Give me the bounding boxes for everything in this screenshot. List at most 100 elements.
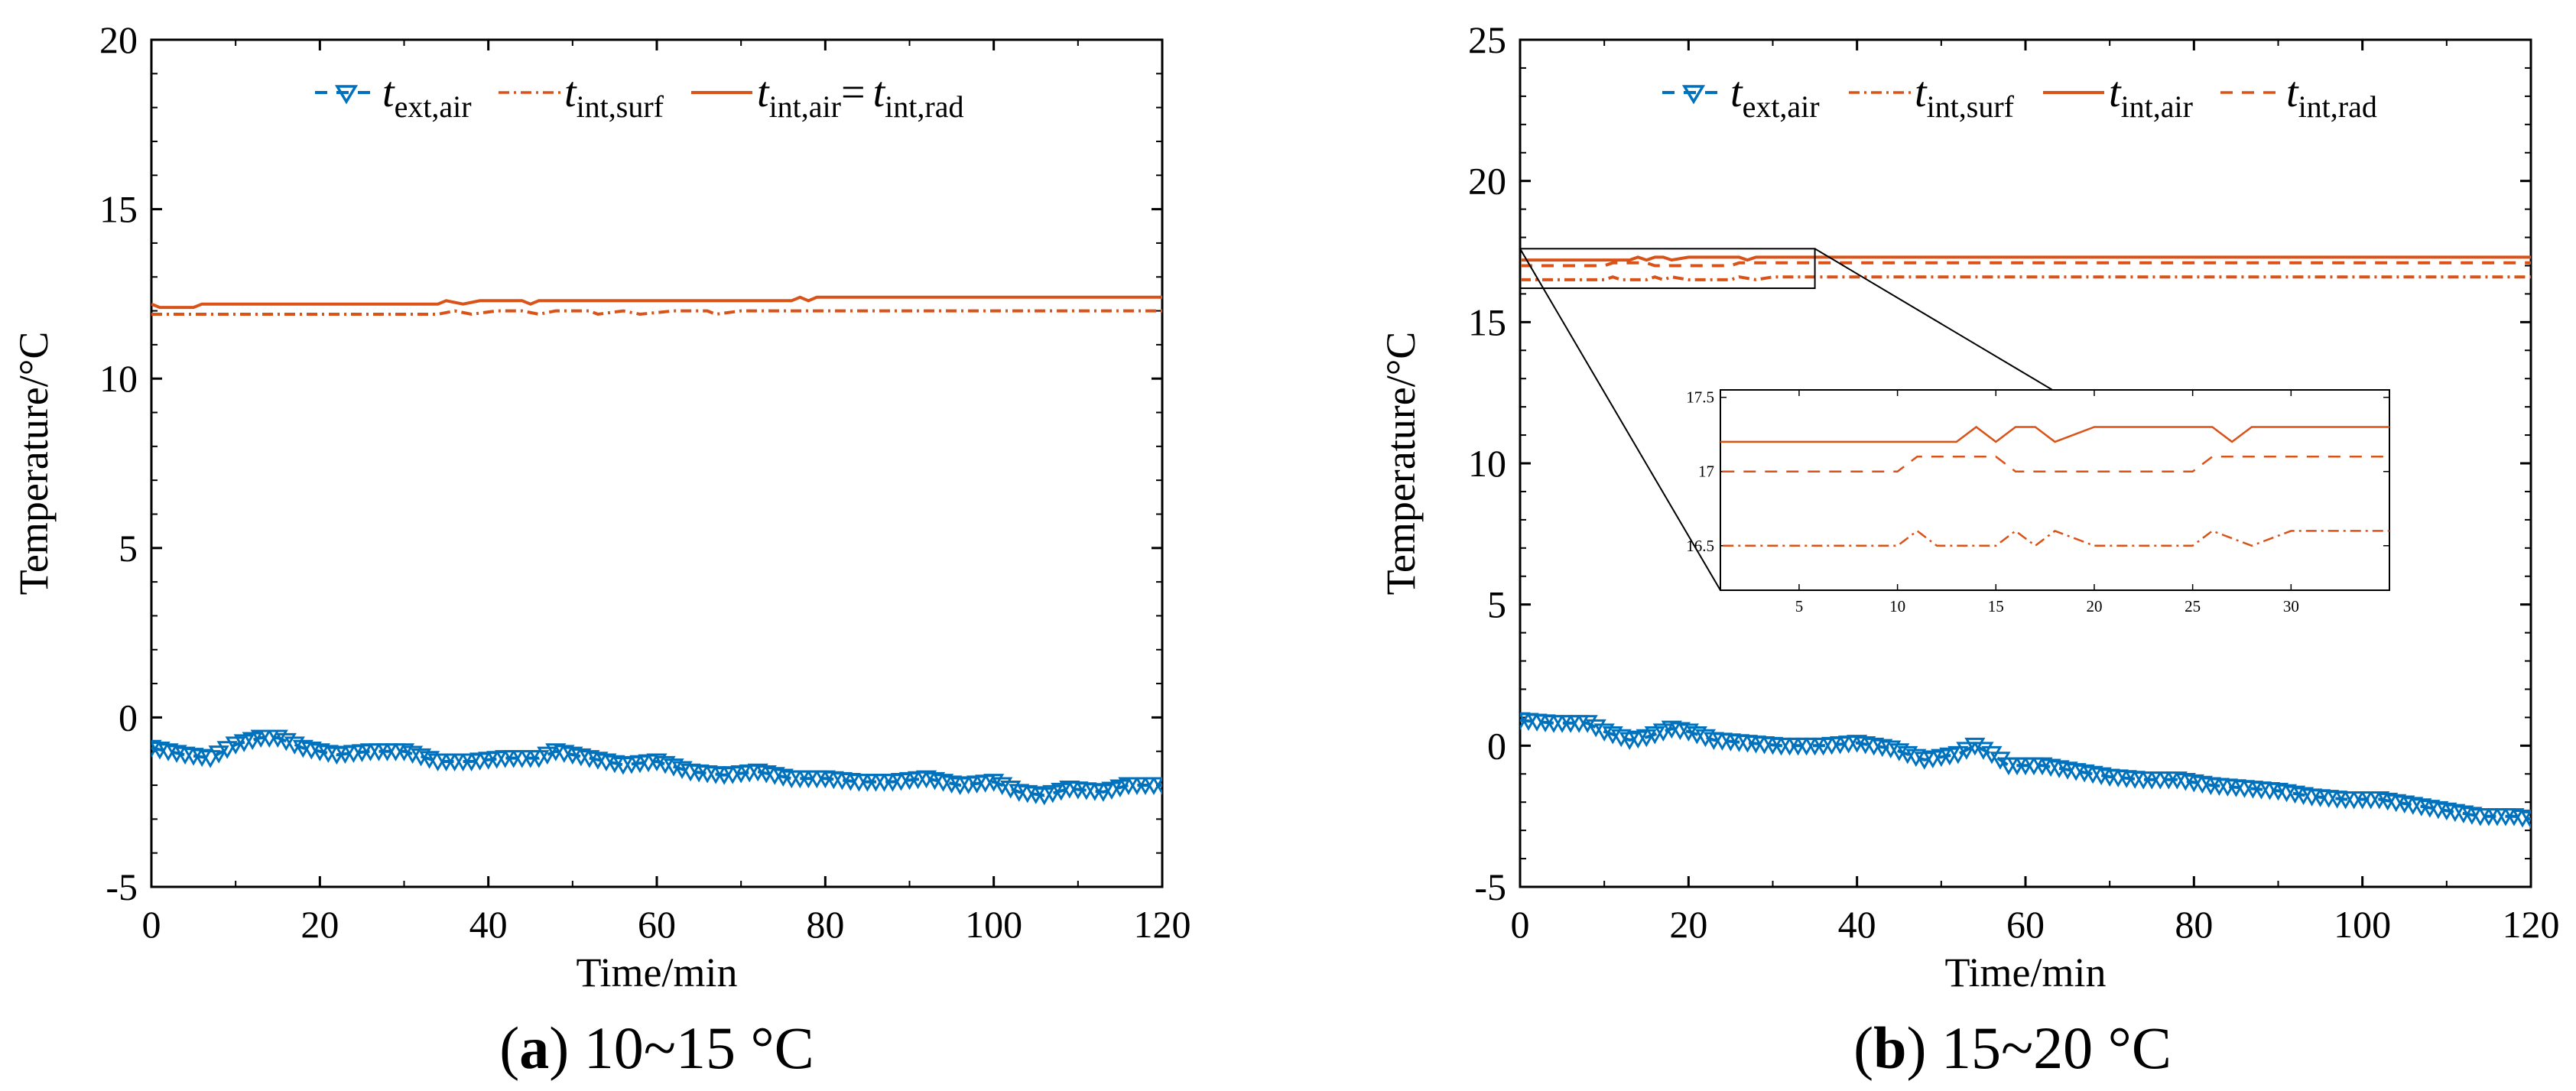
x-tick-label-b: 120 <box>2503 903 2560 946</box>
marker-a-t-ext-air <box>983 774 1005 792</box>
y-tick-label-a: 10 <box>99 357 138 400</box>
x-tick-label-a: 0 <box>142 903 161 946</box>
x-tick-label-b: 100 <box>2334 903 2391 946</box>
legend-a-int-surf-base: t <box>564 69 577 116</box>
series-line-a-t-ext-air <box>151 736 1162 797</box>
legend-b-int-rad-base: t <box>2286 69 2299 116</box>
series-line-b-t-int-air <box>1520 255 2531 262</box>
inset-y-tick-label: 17.5 <box>1686 388 1714 407</box>
legend-b-int-rad-sub: int,rad <box>2298 89 2377 124</box>
caption-a-text: 10~15 °C <box>569 1015 814 1081</box>
inset-series <box>1720 425 2389 547</box>
inset-x-tick-label: 20 <box>2086 597 2102 615</box>
legend-a: text,air tint,surf tint,air= tint,rad <box>315 69 963 124</box>
legend-b-int-air-base: t <box>2109 69 2122 116</box>
legend-a-ext-air-sub: ext,air <box>395 89 472 124</box>
y-tick-label-a: 15 <box>99 188 138 231</box>
marker-b-t-ext-air <box>1686 726 1707 745</box>
marker-b-t-ext-air <box>1990 752 2011 770</box>
marker-a-t-ext-air <box>418 751 440 769</box>
marker-b-t-ext-air <box>1981 745 2003 765</box>
legend-a-int-rad-base: t <box>873 69 886 116</box>
svg-text:tint,air=tint,rad: tint,air= tint,rad <box>757 69 963 124</box>
y-tick-label-a: 20 <box>99 18 138 61</box>
marker-a-t-ext-air <box>646 753 668 772</box>
inset-x-tick-label: 10 <box>1889 597 1905 615</box>
caption-b-letter: b <box>1873 1015 1906 1081</box>
legend-b-ext-air-base: t <box>1730 69 1743 116</box>
marker-b-t-ext-air <box>1602 726 1623 745</box>
marker-a-t-ext-air <box>200 750 221 768</box>
x-tick-label-b: 20 <box>1669 903 1707 946</box>
marker-a-t-ext-air <box>401 745 424 765</box>
x-tick-label-a: 60 <box>638 903 676 946</box>
x-tick-label-b: 40 <box>1838 903 1876 946</box>
marker-a-t-ext-air <box>393 743 415 761</box>
x-tick-label-a: 120 <box>1134 903 1191 946</box>
legend-a-int-air-base: t <box>757 69 770 116</box>
legend-a-int-surf-sub: int,surf <box>577 89 664 124</box>
caption-a-open: ( <box>499 1015 519 1081</box>
x-tick-label-b: 60 <box>2006 903 2045 946</box>
series-a <box>151 295 1162 806</box>
marker-a-t-ext-air <box>655 755 676 774</box>
marker-a-t-ext-air <box>671 761 693 779</box>
marker-a-t-ext-air <box>410 748 432 767</box>
legend-a-int-rad-sub: int,rad <box>885 89 963 124</box>
marker-b-t-ext-air <box>1694 729 1716 748</box>
y-tick-label-a: 5 <box>119 527 138 570</box>
y-tick-label-b: 10 <box>1468 442 1506 485</box>
marker-b-t-ext-air <box>1956 742 1977 760</box>
marker-b-t-ext-air <box>1610 729 1632 748</box>
marker-a-t-ext-air <box>1000 780 1022 799</box>
legend-b-int-rad: tint,rad <box>2220 69 2377 124</box>
legend-b-int-surf-base: t <box>1915 69 1928 116</box>
y-tick-label-b: 20 <box>1468 160 1506 203</box>
legend-a-int-air-sub: int,air <box>769 89 841 124</box>
svg-text:tint,rad: tint,rad <box>2286 69 2377 124</box>
svg-text:text,air: text,air <box>382 69 472 124</box>
marker-b-t-ext-air <box>1636 729 1657 748</box>
series-line-a-t-int-air-t-int-rad <box>151 295 1162 310</box>
x-axis-title-a: Time/min <box>576 950 737 995</box>
legend-a-ext-air: text,air <box>315 69 472 124</box>
x-tick-label-a: 20 <box>300 903 339 946</box>
caption-a: (a) 10~15 °C <box>499 1015 814 1081</box>
inset-x-tick-label: 25 <box>2185 597 2201 615</box>
x-tick-label-b: 80 <box>2175 903 2213 946</box>
legend-b: text,air tint,surf tint,air tint,rad <box>1662 69 2377 124</box>
inset-series-line-t-int-rad <box>1720 456 2389 472</box>
y-tick-label-a: -5 <box>106 865 138 908</box>
marker-a-t-ext-air <box>537 746 558 765</box>
inset-x-tick-label: 30 <box>2283 597 2299 615</box>
legend-b-int-surf-sub: int,surf <box>1927 89 2015 124</box>
marker-a-t-ext-air <box>275 732 297 752</box>
inset-series-line-t-int-surf <box>1720 529 2389 547</box>
marker-a-t-ext-air <box>663 758 684 777</box>
marker-b-t-ext-air <box>1905 748 1927 768</box>
inset-x-tick-label: 5 <box>1795 597 1804 615</box>
svg-text:tint,air: tint,air <box>2109 69 2193 124</box>
marker-b-t-ext-air <box>1678 723 1699 742</box>
plot-area-a <box>150 38 1164 888</box>
y-axis-title-a: Temperature/°C <box>11 332 57 596</box>
zoom-connector-left <box>1519 248 1721 591</box>
marker-b-t-ext-air <box>1585 719 1606 738</box>
y-axis-title-b: Temperature/°C <box>1378 332 1424 596</box>
svg-text:text,air: text,air <box>1730 69 1820 124</box>
legend-b-int-surf: tint,surf <box>1849 69 2015 124</box>
legend-a-int-surf: tint,surf <box>499 69 664 124</box>
caption-b-text: 15~20 °C <box>1926 1015 2171 1081</box>
marker-a-t-ext-air <box>267 729 288 748</box>
legend-a-ext-air-base: t <box>382 69 395 116</box>
inset-x-tick-label: 15 <box>1988 597 2004 615</box>
series-line-b-t-int-rad <box>1520 261 2531 268</box>
legend-a-ext-air-marker <box>334 85 359 105</box>
legend-b-ext-air: text,air <box>1662 69 1820 124</box>
marker-b-t-ext-air <box>1973 742 1994 760</box>
marker-b-t-ext-air <box>2520 810 2531 830</box>
